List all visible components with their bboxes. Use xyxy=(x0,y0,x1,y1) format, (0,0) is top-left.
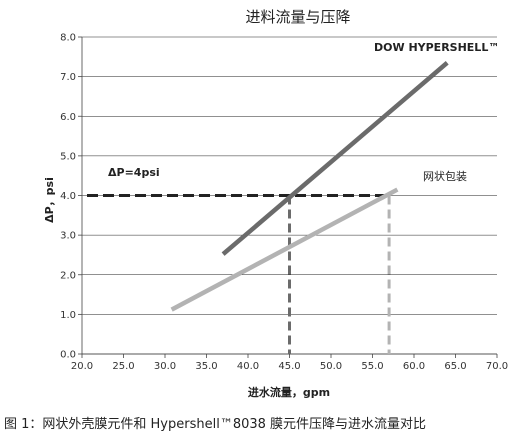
reference-lines xyxy=(87,194,391,354)
x-tick-label: 70.0 xyxy=(486,361,508,372)
y-tick-label: 0.0 xyxy=(60,350,76,361)
y-tick-label: 5.0 xyxy=(60,151,76,162)
y-tick-label: 1.0 xyxy=(60,310,76,321)
x-tick-label: 60.0 xyxy=(403,361,425,372)
y-tick-label: 2.0 xyxy=(60,270,76,281)
series-line-0 xyxy=(221,61,449,256)
y-tick-label: 7.0 xyxy=(60,72,76,83)
y-axis-label: ΔP，psi xyxy=(43,177,56,223)
x-tick-labels: 20.0 25.0 30.0 35.0 40.0 45.0 50.0 55.0 60.0 65.0… xyxy=(71,361,508,372)
series-label-hypershell: DOW HYPERSHELL™ xyxy=(374,41,499,54)
x-tick-label: 40.0 xyxy=(237,361,259,372)
series-line-1 xyxy=(170,187,399,312)
figure-caption: 图 1：网状外壳膜元件和 Hypershell™8038 膜元件压降与进水流量对… xyxy=(4,417,426,432)
y-tick-labels: 0.0 1.0 2.0 3.0 4.0 5.0 6.0 7.0 8.0 xyxy=(60,33,76,361)
x-tick-label: 50.0 xyxy=(320,361,342,372)
x-tick-label: 30.0 xyxy=(154,361,176,372)
x-axis-label: 进水流量，gpm xyxy=(248,385,330,399)
y-tick-label: 8.0 xyxy=(60,33,76,44)
x-tick-label: 35.0 xyxy=(195,361,217,372)
y-tick-label: 6.0 xyxy=(60,112,76,123)
x-tick-label: 20.0 xyxy=(71,361,93,372)
y-tick-label: 4.0 xyxy=(60,191,76,202)
series-label-net-wrap: 网状包装 xyxy=(423,169,467,183)
chart-title: 进料流量与压降 xyxy=(245,8,350,26)
x-tick-label: 45.0 xyxy=(278,361,300,372)
y-tick-label: 3.0 xyxy=(60,231,76,242)
series-lines xyxy=(170,61,449,312)
reference-label: ΔP=4psi xyxy=(108,166,160,179)
x-tick-label: 65.0 xyxy=(444,361,466,372)
x-tick-label: 55.0 xyxy=(361,361,383,372)
x-tick-label: 25.0 xyxy=(112,361,134,372)
